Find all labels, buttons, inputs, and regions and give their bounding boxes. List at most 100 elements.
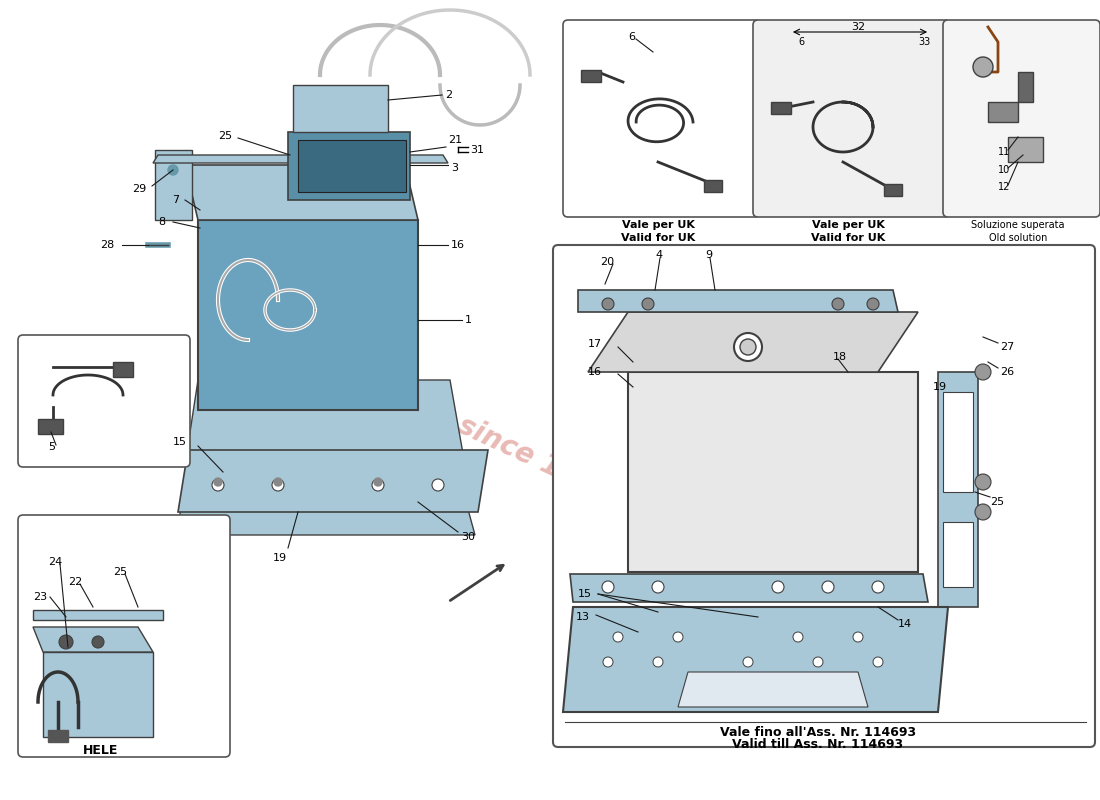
- Text: 17: 17: [588, 339, 602, 349]
- Polygon shape: [293, 85, 388, 132]
- Polygon shape: [943, 392, 974, 492]
- Text: 24: 24: [48, 557, 63, 567]
- Text: 14: 14: [898, 619, 912, 629]
- Text: 25: 25: [113, 567, 128, 577]
- Polygon shape: [33, 610, 163, 620]
- FancyBboxPatch shape: [553, 245, 1094, 747]
- Circle shape: [975, 504, 991, 520]
- Text: Valid for UK: Valid for UK: [620, 233, 695, 243]
- Bar: [884, 184, 902, 196]
- Polygon shape: [570, 574, 928, 602]
- Circle shape: [867, 298, 879, 310]
- Circle shape: [652, 581, 664, 593]
- Text: 22: 22: [68, 577, 82, 587]
- Text: Valid till Ass. Nr. 114693: Valid till Ass. Nr. 114693: [733, 738, 903, 751]
- Text: 6: 6: [798, 37, 804, 47]
- Bar: [581, 70, 601, 82]
- Polygon shape: [628, 372, 918, 572]
- Circle shape: [673, 632, 683, 642]
- Circle shape: [813, 657, 823, 667]
- Text: 5: 5: [48, 442, 55, 452]
- Text: 15: 15: [578, 589, 592, 599]
- Text: 10: 10: [998, 165, 1010, 175]
- Circle shape: [642, 298, 654, 310]
- Circle shape: [92, 636, 104, 648]
- FancyBboxPatch shape: [18, 515, 230, 757]
- Text: 31: 31: [470, 145, 484, 155]
- Circle shape: [852, 632, 864, 642]
- Circle shape: [374, 478, 382, 486]
- Text: 3: 3: [451, 163, 458, 173]
- Text: 16: 16: [451, 240, 465, 250]
- Text: 18: 18: [833, 352, 847, 362]
- Text: 33: 33: [918, 37, 931, 47]
- Circle shape: [602, 298, 614, 310]
- Circle shape: [822, 581, 834, 593]
- FancyBboxPatch shape: [18, 335, 190, 467]
- Polygon shape: [288, 132, 410, 200]
- Circle shape: [653, 657, 663, 667]
- Text: 29: 29: [132, 184, 146, 194]
- Text: 20: 20: [600, 257, 614, 267]
- Polygon shape: [155, 150, 192, 220]
- Text: 4: 4: [654, 250, 662, 260]
- Text: Valid for UK: Valid for UK: [811, 233, 886, 243]
- Polygon shape: [175, 480, 475, 535]
- Text: Vale per UK: Vale per UK: [812, 220, 884, 230]
- Text: a part for part since 1988: a part for part since 1988: [242, 313, 617, 507]
- Circle shape: [734, 333, 762, 361]
- Circle shape: [975, 364, 991, 380]
- Text: 19: 19: [273, 553, 287, 563]
- FancyBboxPatch shape: [754, 20, 950, 217]
- Text: 12: 12: [998, 182, 1011, 192]
- Circle shape: [603, 657, 613, 667]
- Polygon shape: [198, 220, 418, 410]
- Text: Vale per UK: Vale per UK: [621, 220, 694, 230]
- Text: 25: 25: [218, 131, 232, 141]
- Circle shape: [274, 478, 282, 486]
- Text: 32: 32: [851, 22, 865, 32]
- Text: 16: 16: [588, 367, 602, 377]
- Polygon shape: [938, 372, 978, 607]
- Text: 25: 25: [990, 497, 1004, 507]
- Circle shape: [212, 479, 224, 491]
- Polygon shape: [678, 672, 868, 707]
- Circle shape: [740, 339, 756, 355]
- Polygon shape: [185, 380, 465, 465]
- Circle shape: [832, 298, 844, 310]
- Circle shape: [432, 479, 444, 491]
- Text: 30: 30: [461, 532, 475, 542]
- Circle shape: [872, 581, 884, 593]
- FancyBboxPatch shape: [563, 20, 760, 217]
- Polygon shape: [43, 652, 153, 737]
- Bar: [704, 180, 722, 192]
- Text: Soluzione superata: Soluzione superata: [971, 220, 1065, 230]
- Text: 26: 26: [1000, 367, 1014, 377]
- Polygon shape: [153, 155, 448, 163]
- Bar: [988, 102, 1018, 122]
- Circle shape: [975, 474, 991, 490]
- Polygon shape: [178, 450, 488, 512]
- Text: 2: 2: [446, 90, 452, 100]
- Circle shape: [214, 478, 222, 486]
- Circle shape: [793, 632, 803, 642]
- Bar: [48, 730, 68, 742]
- Circle shape: [602, 581, 614, 593]
- Circle shape: [873, 657, 883, 667]
- Bar: [771, 102, 791, 114]
- Bar: [1008, 137, 1043, 162]
- Polygon shape: [563, 607, 948, 712]
- Circle shape: [372, 479, 384, 491]
- Polygon shape: [943, 522, 974, 587]
- Text: 7: 7: [172, 195, 179, 205]
- FancyBboxPatch shape: [943, 20, 1100, 217]
- Bar: [39, 419, 63, 434]
- Circle shape: [613, 632, 623, 642]
- Circle shape: [772, 581, 784, 593]
- Bar: [113, 362, 133, 377]
- Polygon shape: [33, 627, 153, 652]
- Text: 28: 28: [100, 240, 114, 250]
- Text: 1: 1: [465, 315, 472, 325]
- Text: 27: 27: [1000, 342, 1014, 352]
- Text: HELE: HELE: [82, 743, 119, 757]
